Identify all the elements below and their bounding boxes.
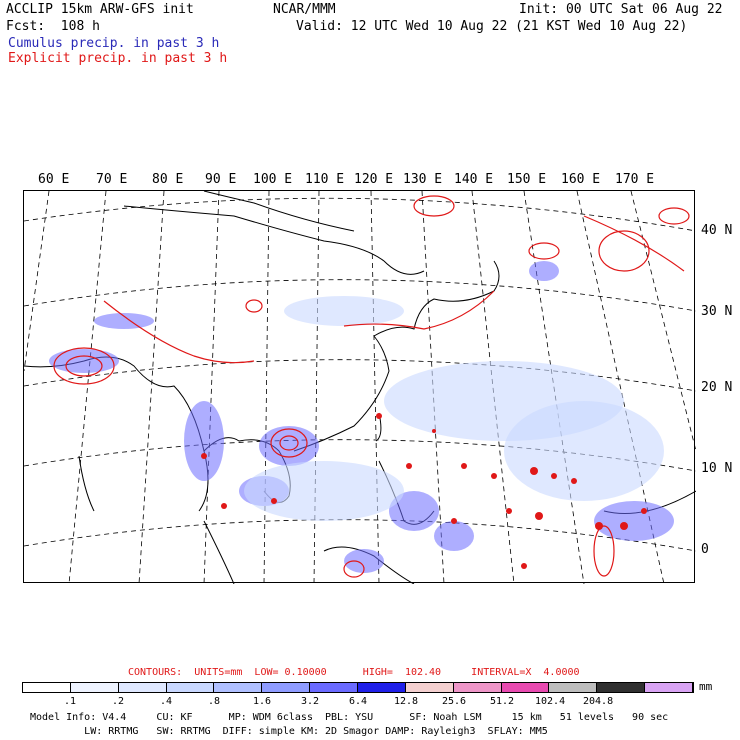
model-info-line2: LW: RRTMG SW: RRTMG DIFF: simple KM: 2D …: [30, 726, 548, 737]
light-precip: [244, 296, 664, 521]
legend-tick-label: 102.4: [535, 696, 566, 707]
legend-swatch: [549, 683, 598, 692]
lat-label: 30 N: [701, 304, 733, 319]
meridian-110: [313, 190, 320, 585]
explicit-precip: [53, 195, 690, 578]
legend-tick-label: 51.2: [490, 696, 515, 707]
meridian-80: [138, 190, 165, 585]
meridian-60: [23, 190, 50, 372]
legend-swatch: [262, 683, 311, 692]
meridian-70: [68, 190, 107, 585]
legend-tick-label: 12.8: [394, 696, 419, 707]
meridian-140: [471, 190, 515, 585]
lon-label: 110 E: [305, 172, 345, 187]
legend-swatch: [166, 683, 215, 692]
meridian-100: [263, 190, 270, 585]
legend-swatch: [645, 683, 694, 692]
meridian-130: [421, 190, 445, 585]
color-legend: [22, 682, 694, 693]
legend-swatch: [118, 683, 167, 692]
cumulus-precip: [49, 261, 674, 573]
lat-label: 10 N: [701, 461, 733, 476]
center-name: NCAR/MMM: [273, 2, 336, 17]
legend-swatch: [358, 683, 406, 692]
legend-tick-label: .4: [160, 696, 173, 707]
legend-swatch: [453, 683, 502, 692]
legend-unit: mm: [699, 680, 713, 693]
legend-tick-label: 6.4: [349, 696, 368, 707]
lon-label: 130 E: [403, 172, 443, 187]
lon-label: 100 E: [253, 172, 293, 187]
lon-label: 150 E: [507, 172, 547, 187]
lat-label: 40 N: [701, 223, 733, 238]
legend-tick-label: 1.6: [253, 696, 272, 707]
map-canvas: [23, 190, 697, 585]
lon-label: 60 E: [38, 172, 70, 187]
legend-swatch: [214, 683, 263, 692]
legend-tick-label: .8: [208, 696, 221, 707]
lon-label: 170 E: [615, 172, 655, 187]
legend-tick-label: 204.8: [583, 696, 614, 707]
legend-swatch: [23, 683, 71, 692]
explicit-label: Explicit precip. in past 3 h: [8, 51, 228, 66]
precip-map: [23, 190, 697, 585]
legend-swatch: [501, 683, 550, 692]
meridian-90: [203, 190, 220, 585]
legend-swatch: [310, 683, 359, 692]
cumulus-label: Cumulus precip. in past 3 h: [8, 36, 220, 51]
legend-swatch: [70, 683, 119, 692]
explicit-spots: [201, 413, 647, 569]
parallel-20: [23, 359, 697, 392]
parallel-40: [23, 197, 697, 232]
contours-info: CONTOURS: UNITS=mm LOW= 0.10000 HIGH= 10…: [128, 667, 580, 678]
lon-label: 80 E: [152, 172, 184, 187]
legend-swatch: [405, 683, 454, 692]
meridian-120: [370, 190, 380, 585]
legend-tick-label: 25.6: [442, 696, 467, 707]
lon-label: 140 E: [454, 172, 494, 187]
meridian-170: [630, 190, 697, 452]
lon-label: 90 E: [205, 172, 237, 187]
legend-tick-label: 3.2: [301, 696, 320, 707]
init-time: Init: 00 UTC Sat 06 Aug 22: [519, 2, 723, 17]
lon-label: 160 E: [561, 172, 601, 187]
legend-swatch: [597, 683, 646, 692]
parallel-30: [23, 279, 697, 312]
lon-label: 70 E: [96, 172, 128, 187]
plot-title: ACCLIP 15km ARW-GFS init: [6, 2, 194, 17]
lon-label: 120 E: [354, 172, 394, 187]
valid-time: Valid: 12 UTC Wed 10 Aug 22 (21 KST Wed …: [296, 19, 688, 34]
lat-label: 0: [701, 542, 709, 557]
parallel-0: [23, 519, 697, 552]
legend-tick-label: .2: [112, 696, 125, 707]
lat-label: 20 N: [701, 380, 733, 395]
legend-tick-label: .1: [64, 696, 77, 707]
model-info-line1: Model Info: V4.4 CU: KF MP: WDM 6class P…: [30, 712, 669, 723]
forecast-hour: Fcst: 108 h: [6, 19, 100, 34]
